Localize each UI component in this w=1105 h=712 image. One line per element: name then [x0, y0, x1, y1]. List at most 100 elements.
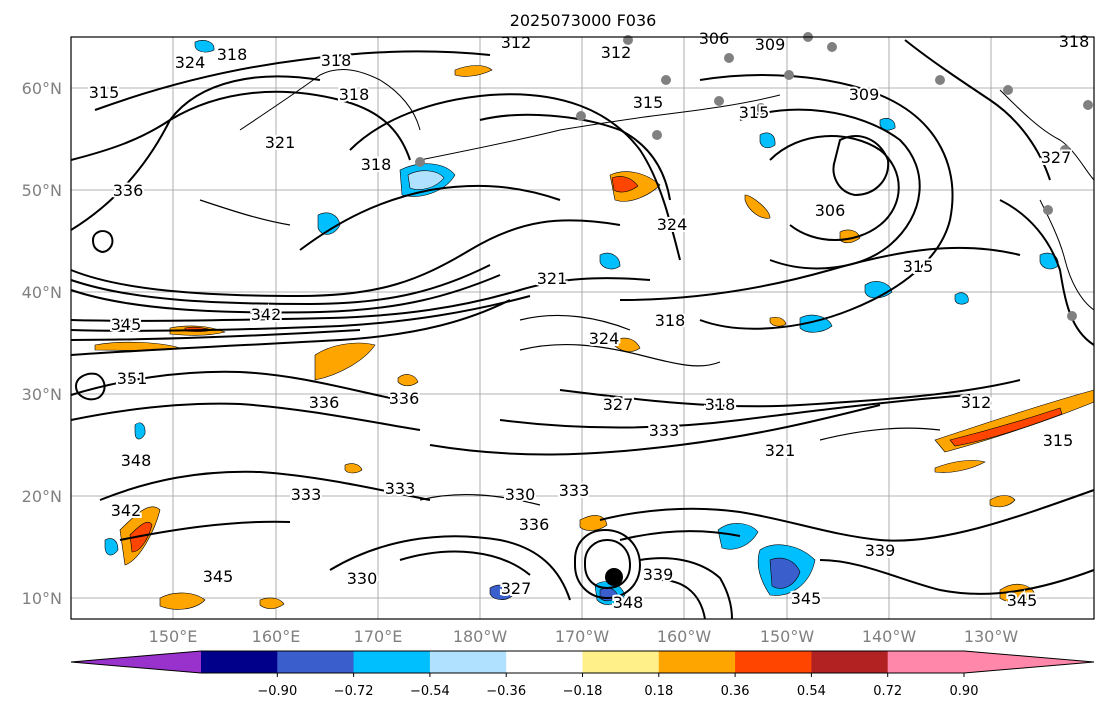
lon-label: 150°W	[760, 627, 815, 646]
contour-label: 339	[865, 541, 896, 560]
lat-label: 50°N	[22, 181, 62, 200]
contour-label: 318	[1059, 32, 1090, 51]
contour-label: 309	[849, 85, 880, 104]
contour-label: 324	[175, 53, 206, 72]
coastlines	[239, 69, 1095, 311]
colorbar-segment	[658, 651, 736, 673]
lon-label: 160°E	[252, 627, 301, 646]
lat-label: 10°N	[22, 589, 62, 608]
storm-center-marker	[605, 568, 623, 586]
contour-label: 345	[791, 589, 822, 608]
contour-label: 318	[339, 85, 370, 104]
contour-label: 339	[643, 565, 674, 584]
contour-label: 315	[739, 103, 770, 122]
contour-label: 315	[633, 93, 664, 112]
colorbar-tick-label: −0.18	[563, 684, 603, 699]
lon-label: 150°E	[149, 627, 198, 646]
map-frame	[70, 36, 1095, 620]
colorbar-segment	[201, 651, 278, 673]
lon-label: 140°W	[862, 627, 917, 646]
contour-label: 318	[321, 51, 352, 70]
contour-label: 330	[347, 569, 378, 588]
contour-label: 345	[203, 567, 234, 586]
contour-label: 336	[309, 393, 340, 412]
colorbar-segment	[811, 651, 889, 673]
lon-label: 180°W	[453, 627, 508, 646]
contour-label: 345	[1007, 591, 1038, 610]
contour-label: 333	[559, 481, 590, 500]
contour-label: 342	[111, 501, 142, 520]
colorbar-segment	[887, 651, 965, 673]
contour-label: 321	[537, 269, 568, 288]
colorbar-extend-high	[964, 651, 1094, 673]
contour-label: 318	[361, 155, 392, 174]
colorbar-tick-label: 0.54	[797, 684, 826, 699]
colorbar-tick-label: −0.90	[257, 684, 297, 699]
lat-label: 30°N	[22, 385, 62, 404]
lat-labels: 60°N 50°N 40°N 30°N 20°N 10°N	[22, 79, 62, 608]
contour-label: 333	[291, 485, 322, 504]
contour-label: 324	[589, 329, 620, 348]
colorbar: −0.90 −0.72 −0.54 −0.36 −0.18 0.18 0.36 0.54 0.7…	[70, 650, 1095, 699]
station-dots	[415, 32, 1093, 321]
contour-label: 333	[649, 421, 680, 440]
colorbar-tick-label: −0.72	[334, 684, 374, 699]
contour-label: 318	[217, 45, 248, 64]
contour-label: 309	[755, 35, 786, 54]
lon-label: 160°W	[657, 627, 712, 646]
colorbar-tick-label: −0.36	[486, 684, 526, 699]
colorbar-segment	[277, 651, 355, 673]
contour-label: 315	[903, 257, 934, 276]
contour-labels: 312 306 309 318 315 324 318 318 312 315 …	[87, 27, 1092, 614]
colorbar-segment	[353, 651, 431, 673]
contour-label: 336	[519, 515, 550, 534]
contour-label: 324	[657, 215, 688, 234]
contour-label: 345	[111, 315, 142, 334]
contour-label: 342	[251, 305, 282, 324]
colorbar-segment	[429, 651, 507, 673]
contour-label: 306	[815, 201, 846, 220]
lat-label: 40°N	[22, 283, 62, 302]
lon-label: 170°E	[354, 627, 403, 646]
colorbar-tick-label: 0.90	[950, 684, 979, 699]
contour-label: 318	[705, 395, 736, 414]
contour-label: 315	[89, 83, 120, 102]
colorbar-outline	[70, 650, 1095, 674]
colorbar-segment	[735, 651, 812, 673]
contour-label: 333	[385, 479, 416, 498]
contour-label: 321	[765, 441, 796, 460]
contour-label: 318	[655, 311, 686, 330]
contour-label: 327	[501, 579, 532, 598]
contour-label: 327	[603, 395, 634, 414]
lon-label: 130°W	[964, 627, 1019, 646]
contour-label: 327	[1041, 148, 1072, 167]
contour-label: 312	[501, 33, 532, 52]
map-panel: 312 306 309 318 315 324 318 318 312 315 …	[70, 27, 1095, 620]
contour-label: 312	[961, 393, 992, 412]
colorbar-tick-label: 0.36	[721, 684, 750, 699]
lat-label: 60°N	[22, 79, 62, 98]
colorbar-segment	[506, 651, 583, 673]
contour-label: 348	[613, 593, 644, 612]
contour-label: 306	[699, 29, 730, 48]
lon-labels: 150°E 160°E 170°E 180°W 170°W 160°W 150°…	[149, 627, 1019, 646]
contour-label: 321	[265, 133, 296, 152]
colorbar-tick-label: 0.18	[644, 684, 673, 699]
shaded-field	[94, 40, 1095, 610]
colorbar-segment	[582, 651, 660, 673]
contour-label: 348	[121, 451, 152, 470]
lon-label: 170°W	[555, 627, 610, 646]
lat-label: 20°N	[22, 487, 62, 506]
colorbar-tick-label: 0.72	[873, 684, 902, 699]
contour-label: 351	[117, 369, 148, 388]
contour-label: 336	[113, 181, 144, 200]
colorbar-extend-low	[71, 651, 201, 673]
contour-label: 312	[601, 43, 632, 62]
contour-label: 336	[389, 389, 420, 408]
colorbar-tick-label: −0.54	[410, 684, 450, 699]
height-contours	[70, 39, 1095, 620]
contour-label: 315	[1043, 431, 1074, 450]
map-title: 2025073000 F036	[510, 11, 657, 30]
contour-label: 330	[505, 485, 536, 504]
